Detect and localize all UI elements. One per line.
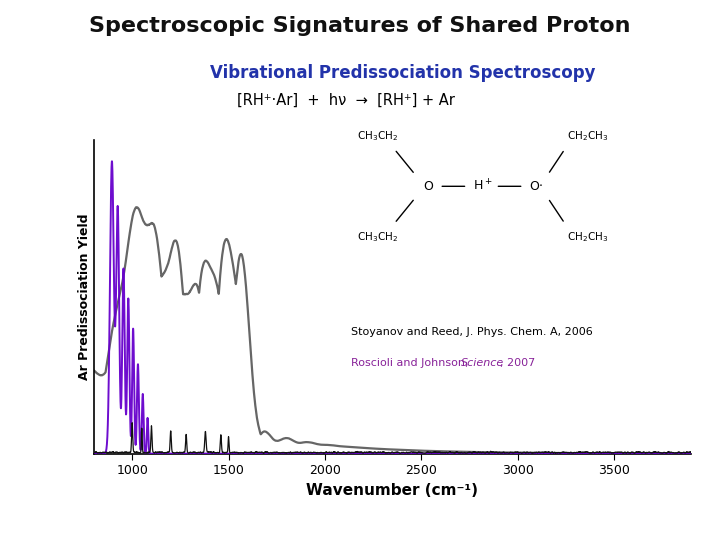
Text: Roscioli and Johnson,: Roscioli and Johnson, (351, 358, 472, 368)
Text: O$\cdot$: O$\cdot$ (529, 180, 544, 193)
Text: , 2007: , 2007 (500, 358, 535, 368)
Text: Vibrational Predissociation Spectroscopy: Vibrational Predissociation Spectroscopy (210, 64, 596, 82)
Text: [RH⁺·Ar]  +  hν  →  [RH⁺] + Ar: [RH⁺·Ar] + hν → [RH⁺] + Ar (237, 92, 454, 107)
Y-axis label: Ar Predissociation Yield: Ar Predissociation Yield (78, 214, 91, 380)
Text: O: O (423, 180, 433, 193)
Text: Science: Science (461, 358, 505, 368)
Text: CH$_2$CH$_3$: CH$_2$CH$_3$ (567, 230, 608, 244)
Text: CH$_3$CH$_2$: CH$_3$CH$_2$ (357, 129, 398, 143)
X-axis label: Wavenumber (cm⁻¹): Wavenumber (cm⁻¹) (307, 483, 478, 497)
Text: Spectroscopic Signatures of Shared Proton: Spectroscopic Signatures of Shared Proto… (89, 16, 631, 36)
Text: CH$_2$CH$_3$: CH$_2$CH$_3$ (567, 129, 608, 143)
Text: Stoyanov and Reed, J. Phys. Chem. A, 2006: Stoyanov and Reed, J. Phys. Chem. A, 200… (351, 327, 593, 336)
Text: H$^+$: H$^+$ (472, 179, 492, 194)
Text: CH$_3$CH$_2$: CH$_3$CH$_2$ (357, 230, 398, 244)
